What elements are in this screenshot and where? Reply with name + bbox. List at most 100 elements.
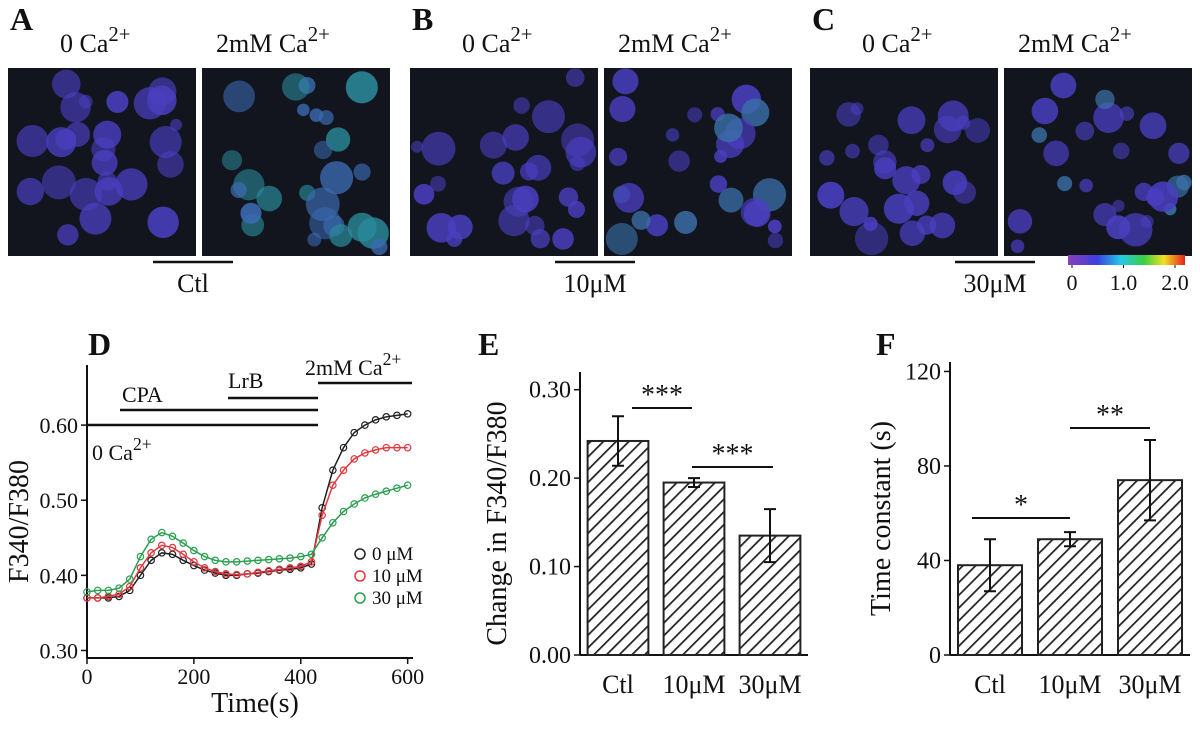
- cell: [868, 134, 889, 156]
- y-tick-label: 0.50: [40, 488, 79, 513]
- cell: [646, 214, 669, 237]
- cell: [106, 90, 129, 113]
- protocol-label-main: 0 Ca: [92, 440, 133, 465]
- cell: [307, 232, 322, 247]
- data-point: [307, 550, 316, 559]
- cell: [1010, 239, 1025, 254]
- x-tick-label: 400: [284, 664, 317, 689]
- cell: [1095, 89, 1115, 110]
- x-tick-label: 0: [82, 664, 93, 689]
- panel-letter: E: [478, 326, 499, 362]
- data-point: [393, 484, 401, 493]
- y-axis-label: Time constant (s): [866, 421, 897, 616]
- cell: [873, 150, 897, 174]
- data-point: [286, 554, 294, 562]
- condition-label: 10μM: [563, 269, 626, 298]
- cell: [325, 127, 351, 152]
- error-bar: [688, 477, 700, 488]
- cell: [502, 124, 529, 151]
- bar: [957, 564, 1023, 656]
- protocol-label-main: LrB: [228, 368, 263, 393]
- data-point: [329, 466, 337, 474]
- cell: [413, 183, 435, 205]
- after-label-main: 2mM Ca: [216, 29, 308, 58]
- after-label: 2mM Ca2+: [216, 23, 330, 59]
- bar: [1037, 538, 1103, 656]
- data-point: [403, 443, 412, 452]
- data-point: [339, 443, 348, 452]
- after-label-main: 2mM Ca: [618, 29, 710, 58]
- cell: [1139, 112, 1167, 140]
- data-point: [403, 481, 412, 490]
- cell: [612, 68, 639, 95]
- data-point: [329, 481, 337, 490]
- data-point: [264, 567, 273, 575]
- before-label-sup: 2+: [510, 23, 532, 46]
- data-point: [371, 416, 380, 424]
- y-tick-label: 0: [929, 643, 941, 669]
- data-point: [371, 490, 380, 499]
- data-point: [83, 588, 91, 596]
- cell: [558, 187, 579, 207]
- data-point: [147, 535, 155, 544]
- cell: [836, 102, 861, 127]
- cell: [929, 212, 956, 239]
- cell: [854, 221, 889, 256]
- error-bar: [1064, 531, 1076, 548]
- data-point: [136, 571, 145, 580]
- x-tick-label: Ctl: [974, 670, 1006, 699]
- legend-label: 0 μM: [372, 544, 413, 565]
- x-tick-label: 10μM: [662, 670, 725, 699]
- protocol-label: LrB: [228, 368, 263, 393]
- cell: [665, 128, 680, 142]
- x-tick-label: 30μM: [1118, 670, 1181, 699]
- protocol-label: 2mM Ca2+: [305, 349, 401, 380]
- data-point: [361, 494, 369, 502]
- panel-letter: F: [876, 326, 896, 362]
- cell: [714, 113, 743, 143]
- cell: [819, 150, 835, 166]
- cell: [282, 73, 310, 101]
- data-point: [211, 567, 220, 576]
- cell: [1147, 181, 1179, 212]
- significance-label: **: [1096, 400, 1124, 431]
- cell: [904, 190, 930, 216]
- cell: [313, 140, 333, 160]
- data-point: [393, 443, 401, 452]
- before-label-sup: 2+: [108, 23, 130, 46]
- data-point: [158, 549, 166, 557]
- x-tick-label: 10μM: [1038, 670, 1101, 699]
- cell: [57, 224, 79, 246]
- cell: [97, 171, 117, 191]
- cell: [1079, 178, 1093, 193]
- data-point: [243, 570, 252, 578]
- data-point: [361, 421, 369, 429]
- cell: [411, 140, 424, 153]
- cell: [1007, 209, 1033, 234]
- protocol-label-main: CPA: [122, 382, 163, 407]
- data-point: [403, 410, 412, 418]
- data-point: [168, 532, 177, 541]
- data-point: [211, 556, 220, 565]
- data-point: [382, 487, 391, 496]
- cell: [79, 202, 112, 235]
- cell: [115, 168, 148, 201]
- cell: [78, 94, 93, 109]
- protocol-label-main: 2mM Ca: [305, 355, 383, 380]
- cell: [1112, 199, 1125, 212]
- cell: [157, 151, 184, 178]
- x-tick-label: 200: [177, 664, 210, 689]
- cell: [863, 216, 878, 232]
- cell: [709, 175, 728, 193]
- cell: [933, 115, 962, 144]
- cell: [525, 154, 552, 181]
- data-point: [254, 568, 262, 577]
- after-label-sup: 2+: [1110, 23, 1132, 46]
- cell: [892, 166, 921, 195]
- error-bar: [612, 415, 624, 467]
- before-label-main: 0 Ca: [862, 29, 911, 58]
- data-point: [190, 558, 198, 566]
- y-tick-label: 0.20: [529, 466, 571, 492]
- data-point: [382, 413, 391, 421]
- cell: [51, 69, 81, 99]
